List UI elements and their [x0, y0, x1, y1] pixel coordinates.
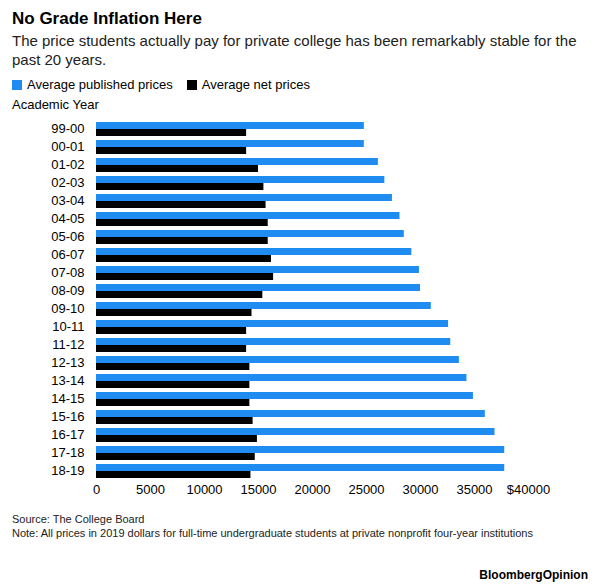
svg-text:12-13: 12-13	[51, 355, 84, 370]
svg-text:20000: 20000	[294, 482, 330, 497]
svg-text:15-16: 15-16	[51, 409, 84, 424]
html-text:Average net prices: Average net prices	[201, 77, 310, 92]
svg-text:30000: 30000	[402, 482, 438, 497]
svg-text:10-11: 10-11	[52, 319, 84, 334]
svg-text:09-10: 09-10	[51, 301, 84, 316]
svg-text:5000: 5000	[136, 482, 165, 497]
html-text:No Grade Inflation Here: No Grade Inflation Here	[12, 9, 202, 28]
svg-text:01-02: 01-02	[51, 157, 84, 172]
svg-text:17-18: 17-18	[51, 445, 84, 460]
svg-text:13-14: 13-14	[51, 373, 84, 388]
svg-text:07-08: 07-08	[51, 265, 84, 280]
html-text:Note: All prices in 2019 dolla: Note: All prices in 2019 dollars for ful…	[12, 527, 533, 539]
svg-text:05-06: 05-06	[51, 229, 84, 244]
svg-text:$40000: $40000	[507, 482, 550, 497]
svg-text:0: 0	[93, 482, 100, 497]
svg-text:25000: 25000	[348, 482, 384, 497]
svg-text:18-19: 18-19	[51, 463, 84, 478]
svg-text:99-00: 99-00	[51, 121, 84, 136]
svg-text:00-01: 00-01	[51, 139, 84, 154]
svg-text:16-17: 16-17	[51, 427, 84, 442]
html-text:Average published prices: Average published prices	[27, 77, 173, 92]
svg-text:14-15: 14-15	[51, 391, 84, 406]
svg-text:04-05: 04-05	[51, 211, 84, 226]
html-text:Academic Year: Academic Year	[12, 97, 99, 112]
svg-text:08-09: 08-09	[51, 283, 84, 298]
svg-text:15000: 15000	[240, 482, 276, 497]
html-text:Source: The College Board: Source: The College Board	[12, 513, 145, 525]
svg-text:10000: 10000	[186, 482, 222, 497]
svg-text:11-12: 11-12	[52, 337, 84, 352]
svg-text:03-04: 03-04	[51, 193, 84, 208]
svg-text:35000: 35000	[456, 482, 492, 497]
svg-text:06-07: 06-07	[51, 247, 84, 262]
svg-text:02-03: 02-03	[51, 175, 84, 190]
html-text:The price students actually pa: The price students actually pay for priv…	[12, 32, 577, 68]
html-text:BloombergOpinion: BloombergOpinion	[479, 568, 588, 582]
